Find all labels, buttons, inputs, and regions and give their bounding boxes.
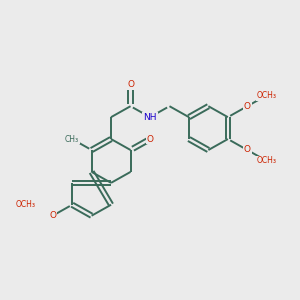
Text: O: O — [244, 102, 251, 111]
Text: O: O — [49, 211, 56, 220]
Text: OCH₃: OCH₃ — [257, 157, 277, 166]
Text: OCH₃: OCH₃ — [257, 91, 277, 100]
Text: OCH₃: OCH₃ — [16, 200, 36, 209]
Text: CH₃: CH₃ — [65, 134, 79, 143]
Text: O: O — [244, 146, 251, 154]
Text: O: O — [146, 134, 154, 143]
Text: NH: NH — [143, 112, 157, 122]
Text: O: O — [127, 80, 134, 89]
